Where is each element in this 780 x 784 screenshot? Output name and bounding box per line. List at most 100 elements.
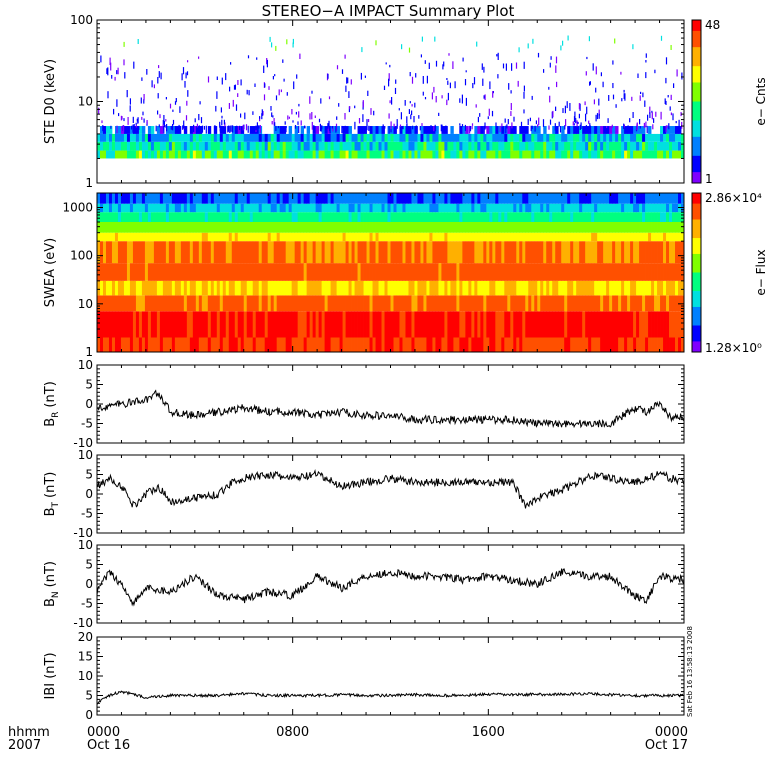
ste-count-mark: [345, 85, 347, 92]
swea-cell: [639, 203, 643, 213]
swea-cell: [588, 280, 592, 296]
swea-cell: [570, 295, 574, 312]
swea-cell: [108, 222, 113, 233]
ste-count-mark: [292, 38, 294, 44]
swea-cell: [312, 241, 317, 264]
swea-cell: [318, 337, 323, 352]
swea-cell: [519, 222, 523, 233]
swea-cell: [393, 280, 397, 296]
ste-cell: [525, 150, 529, 159]
swea-cell: [102, 212, 107, 222]
ste-count-mark: [511, 122, 513, 129]
swea-cell: [147, 295, 152, 312]
swea-cell: [345, 337, 349, 352]
swea-cell: [483, 280, 487, 296]
swea-cell: [282, 311, 287, 338]
swea-cell: [459, 311, 463, 338]
swea-cell: [360, 232, 364, 242]
swea-cell: [204, 311, 209, 338]
ste-cell: [273, 133, 278, 142]
swea-cell: [276, 203, 281, 213]
ste-count-mark: [141, 77, 143, 81]
ste-cell: [228, 141, 233, 151]
ste-count-mark: [523, 85, 525, 92]
ste-count-mark: [292, 120, 294, 123]
swea-cell: [363, 193, 367, 204]
swea-cell: [297, 295, 302, 312]
swea-cell: [330, 212, 334, 222]
swea-cell: [558, 232, 562, 242]
swea-cell: [246, 241, 251, 264]
ste-cell: [216, 150, 221, 159]
swea-cell: [189, 222, 194, 233]
ste-cell: [531, 141, 535, 151]
swea-cell: [435, 280, 439, 296]
ste-colorbar-swatch: [692, 47, 701, 51]
swea-cell: [672, 280, 676, 296]
time-tick-label: 0800: [276, 725, 309, 740]
swea-cell: [663, 222, 667, 233]
swea-cell: [129, 295, 134, 312]
swea-cell: [117, 212, 122, 222]
swea-cell: [144, 212, 149, 222]
ste-count-mark: [129, 105, 131, 112]
ste-count-mark: [132, 116, 134, 123]
swea-cell: [429, 280, 433, 296]
swea-cell: [630, 203, 634, 213]
swea-cell: [360, 222, 364, 233]
ste-cell: [171, 133, 176, 142]
swea-cell: [285, 193, 290, 204]
ste-count-mark: [588, 120, 590, 124]
ste-count-mark: [567, 35, 569, 41]
swea-colorbar-frame: [691, 192, 702, 353]
swea-cell: [618, 337, 622, 352]
ste-cell: [474, 126, 478, 134]
swea-cell: [459, 232, 463, 242]
swea-cell: [567, 311, 571, 338]
swea-cell: [396, 222, 400, 233]
swea-cell: [519, 212, 523, 222]
ste-count-mark: [484, 94, 486, 100]
swea-cell: [567, 280, 571, 296]
swea-cell: [219, 295, 224, 312]
swea-cell: [279, 263, 284, 281]
ste-cell: [198, 150, 203, 159]
ste-cell: [525, 141, 529, 151]
swea-cell: [375, 311, 379, 338]
ste-cell: [618, 150, 622, 159]
ste-colorbar-swatch: [692, 98, 701, 102]
swea-cell: [453, 311, 457, 338]
swea-colorbar-swatch: [692, 248, 701, 252]
swea-cell: [597, 241, 601, 264]
swea-cell: [336, 241, 340, 264]
swea-cell: [552, 222, 556, 233]
swea-cell: [402, 232, 406, 242]
swea-cell: [453, 193, 457, 204]
ste-count-mark: [676, 69, 678, 77]
swea-cell: [615, 193, 619, 204]
swea-cell: [543, 263, 547, 281]
swea-cell: [528, 263, 532, 281]
swea-cell: [504, 311, 508, 338]
ste-cell: [519, 150, 523, 159]
swea-cell: [567, 241, 571, 264]
ste-cell: [573, 141, 577, 151]
swea-cell: [177, 263, 182, 281]
ste-count-mark: [645, 72, 647, 79]
swea-cell: [672, 311, 676, 338]
swea-cell: [381, 193, 385, 204]
swea-cell: [201, 232, 206, 242]
swea-cell: [447, 193, 451, 204]
swea-cell: [675, 263, 679, 281]
ste-count-mark: [277, 126, 279, 129]
ste-cell: [654, 150, 658, 159]
swea-cell: [603, 311, 607, 338]
swea-cell: [99, 232, 104, 242]
swea-cell: [417, 203, 421, 213]
swea-cell: [321, 311, 326, 338]
ste-cell: [516, 133, 520, 142]
ste-cell: [399, 141, 403, 151]
swea-band: [97, 212, 684, 222]
swea-cell: [162, 241, 167, 264]
ste-count-mark: [585, 71, 587, 76]
